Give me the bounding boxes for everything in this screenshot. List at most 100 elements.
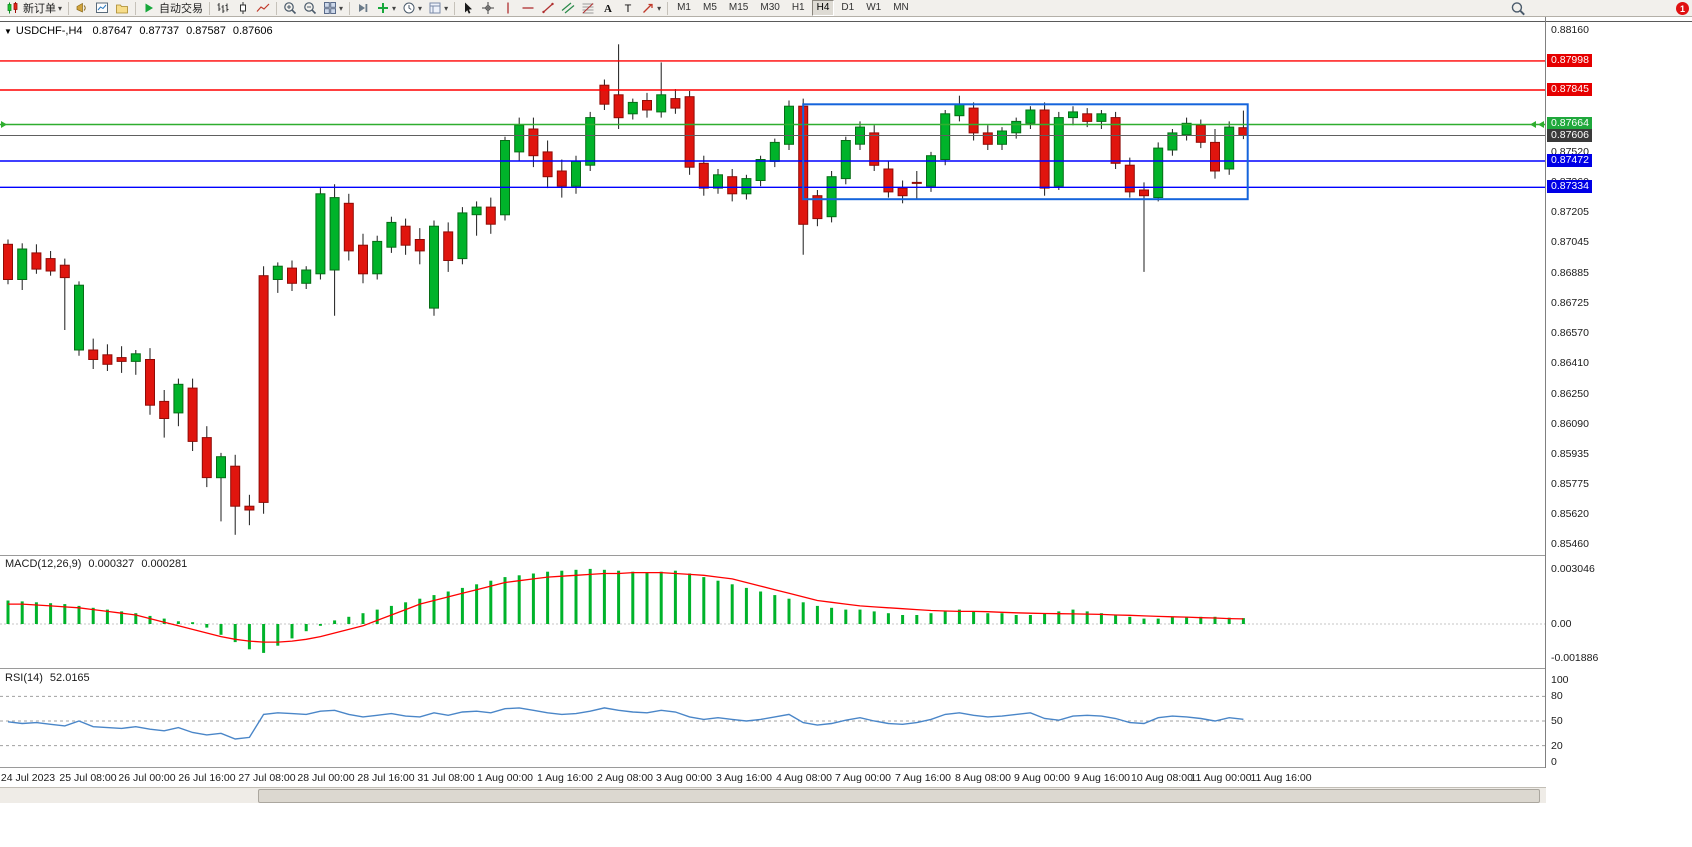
bars-icon bbox=[216, 1, 230, 15]
vertical-line-button[interactable] bbox=[498, 1, 518, 16]
green-line-right-arrow bbox=[1538, 120, 1544, 128]
svg-text:T: T bbox=[625, 3, 632, 15]
price-tick: 0.86570 bbox=[1551, 327, 1589, 339]
time-label: 26 Jul 00:00 bbox=[118, 772, 176, 784]
tile-windows-button[interactable]: ▾ bbox=[320, 1, 346, 16]
chart-high: 0.87737 bbox=[139, 25, 180, 37]
toolbar-separator bbox=[667, 1, 669, 15]
horizontal-line-button[interactable] bbox=[518, 1, 538, 16]
chart-close: 0.87606 bbox=[232, 25, 273, 37]
price-tick: 0.86885 bbox=[1551, 267, 1589, 279]
macd-signal-value: 0.000281 bbox=[141, 558, 188, 570]
line-chart-button[interactable] bbox=[253, 1, 273, 16]
notification-badge[interactable]: 1 bbox=[1676, 2, 1689, 15]
time-label: 9 Aug 16:00 bbox=[1073, 772, 1131, 784]
rsi-tick: 20 bbox=[1551, 740, 1563, 752]
auto-trading-button[interactable]: 自动交易 bbox=[139, 1, 206, 16]
arrows-button[interactable]: ▾ bbox=[638, 1, 664, 16]
price-tick: 0.85935 bbox=[1551, 448, 1589, 460]
periods-button[interactable]: ▾ bbox=[399, 1, 425, 16]
toolbar-separator bbox=[135, 1, 137, 15]
time-label: 4 Aug 08:00 bbox=[775, 772, 833, 784]
timeframe-M5-button[interactable]: M5 bbox=[703, 2, 717, 13]
time-label: 27 Jul 08:00 bbox=[238, 772, 296, 784]
time-label: 8 Aug 08:00 bbox=[954, 772, 1012, 784]
macd-tick: 0.003046 bbox=[1551, 563, 1595, 575]
price-line-badge: 0.87334 bbox=[1547, 180, 1592, 193]
timeframe-W1-button[interactable]: W1 bbox=[866, 2, 882, 13]
timeframe-M30-button[interactable]: M30 bbox=[760, 2, 780, 13]
new-chart-icon bbox=[95, 1, 109, 15]
rsi-name: RSI(14) bbox=[5, 672, 43, 684]
toolbar-separator bbox=[209, 1, 211, 15]
time-label: 3 Aug 16:00 bbox=[715, 772, 773, 784]
new-chart-button[interactable] bbox=[92, 1, 112, 16]
timeframe-M15-button[interactable]: M15 bbox=[728, 2, 749, 13]
price-tick: 0.85775 bbox=[1551, 478, 1589, 490]
new-order-button[interactable]: 新订单 ▾ bbox=[3, 1, 65, 16]
trendline-button[interactable] bbox=[538, 1, 558, 16]
timeframe-D1-button[interactable]: D1 bbox=[841, 2, 855, 13]
zoom-out-button[interactable] bbox=[300, 1, 320, 16]
toolbar-right: 1 bbox=[1510, 1, 1689, 16]
toolbar-separator bbox=[454, 1, 456, 15]
channel-button[interactable] bbox=[558, 1, 578, 16]
timeframe-MN-button[interactable]: MN bbox=[893, 2, 909, 13]
candles-icon bbox=[6, 1, 20, 15]
chevron-down-icon: ▾ bbox=[657, 3, 662, 13]
macd-signal-line bbox=[8, 571, 1244, 643]
toolbar-separator bbox=[276, 1, 278, 15]
macd-tick: -0.001886 bbox=[1551, 652, 1599, 664]
step-forward-button[interactable] bbox=[353, 1, 373, 16]
zoom-in-button[interactable] bbox=[280, 1, 300, 16]
templates-button[interactable]: ▾ bbox=[425, 1, 451, 16]
chart-menu-icon[interactable]: ▼ bbox=[4, 27, 12, 36]
candle-chart-button[interactable] bbox=[233, 1, 253, 16]
channel-icon bbox=[561, 1, 575, 15]
price-line-badge: 0.87845 bbox=[1547, 83, 1592, 96]
fibo-icon bbox=[581, 1, 595, 15]
time-label: 24 Jul 2023 bbox=[0, 772, 56, 784]
indicators-button[interactable]: ▾ bbox=[373, 1, 399, 16]
price-tick: 0.88160 bbox=[1551, 24, 1589, 36]
time-label: 26 Jul 16:00 bbox=[178, 772, 236, 784]
macd-tick: 0.00 bbox=[1551, 618, 1572, 630]
megaphone-icon bbox=[75, 1, 89, 15]
rsi-tick: 50 bbox=[1551, 715, 1563, 727]
time-label: 9 Aug 00:00 bbox=[1013, 772, 1071, 784]
timeframe-H4-button[interactable]: H4 bbox=[811, 0, 835, 16]
price-tick: 0.86725 bbox=[1551, 297, 1589, 309]
trendline-icon bbox=[541, 1, 555, 15]
price-line-badge: 0.87606 bbox=[1547, 129, 1592, 142]
chart-title-overlay: ▼ USDCHF-,H4 0.87647 0.87737 0.87587 0.87606 bbox=[4, 25, 280, 37]
text-button[interactable]: A bbox=[598, 1, 618, 16]
timeframe-M1-button[interactable]: M1 bbox=[677, 2, 691, 13]
text-T-icon: T bbox=[621, 1, 635, 15]
price-line-badge: 0.87998 bbox=[1547, 54, 1592, 67]
rsi-tick: 80 bbox=[1551, 690, 1563, 702]
text-A-icon: A bbox=[601, 1, 615, 15]
chevron-down-icon: ▾ bbox=[444, 3, 449, 13]
profiles-button[interactable] bbox=[112, 1, 132, 16]
timeframe-H1-button[interactable]: H1 bbox=[791, 2, 805, 13]
arrows-icon bbox=[641, 1, 655, 15]
price-tick: 0.85620 bbox=[1551, 508, 1589, 520]
chevron-down-icon: ▾ bbox=[58, 3, 63, 13]
price-chart-plot[interactable] bbox=[0, 17, 1546, 768]
cursor-button[interactable] bbox=[458, 1, 478, 16]
time-label: 31 Jul 08:00 bbox=[417, 772, 475, 784]
scrollbar-thumb[interactable] bbox=[258, 789, 1540, 803]
fibonacci-button[interactable] bbox=[578, 1, 598, 16]
time-label: 2 Aug 08:00 bbox=[596, 772, 654, 784]
search-icon[interactable] bbox=[1510, 1, 1526, 16]
toolbar-separator bbox=[68, 1, 70, 15]
alerts-button[interactable] bbox=[72, 1, 92, 16]
time-label: 1 Aug 16:00 bbox=[536, 772, 594, 784]
rsi-tick: 100 bbox=[1551, 674, 1569, 686]
horizontal-scrollbar[interactable] bbox=[0, 787, 1546, 803]
label-button[interactable]: T bbox=[618, 1, 638, 16]
time-label: 28 Jul 00:00 bbox=[297, 772, 355, 784]
crosshair-button[interactable] bbox=[478, 1, 498, 16]
bar-chart-button[interactable] bbox=[213, 1, 233, 16]
chart-low: 0.87587 bbox=[186, 25, 226, 37]
